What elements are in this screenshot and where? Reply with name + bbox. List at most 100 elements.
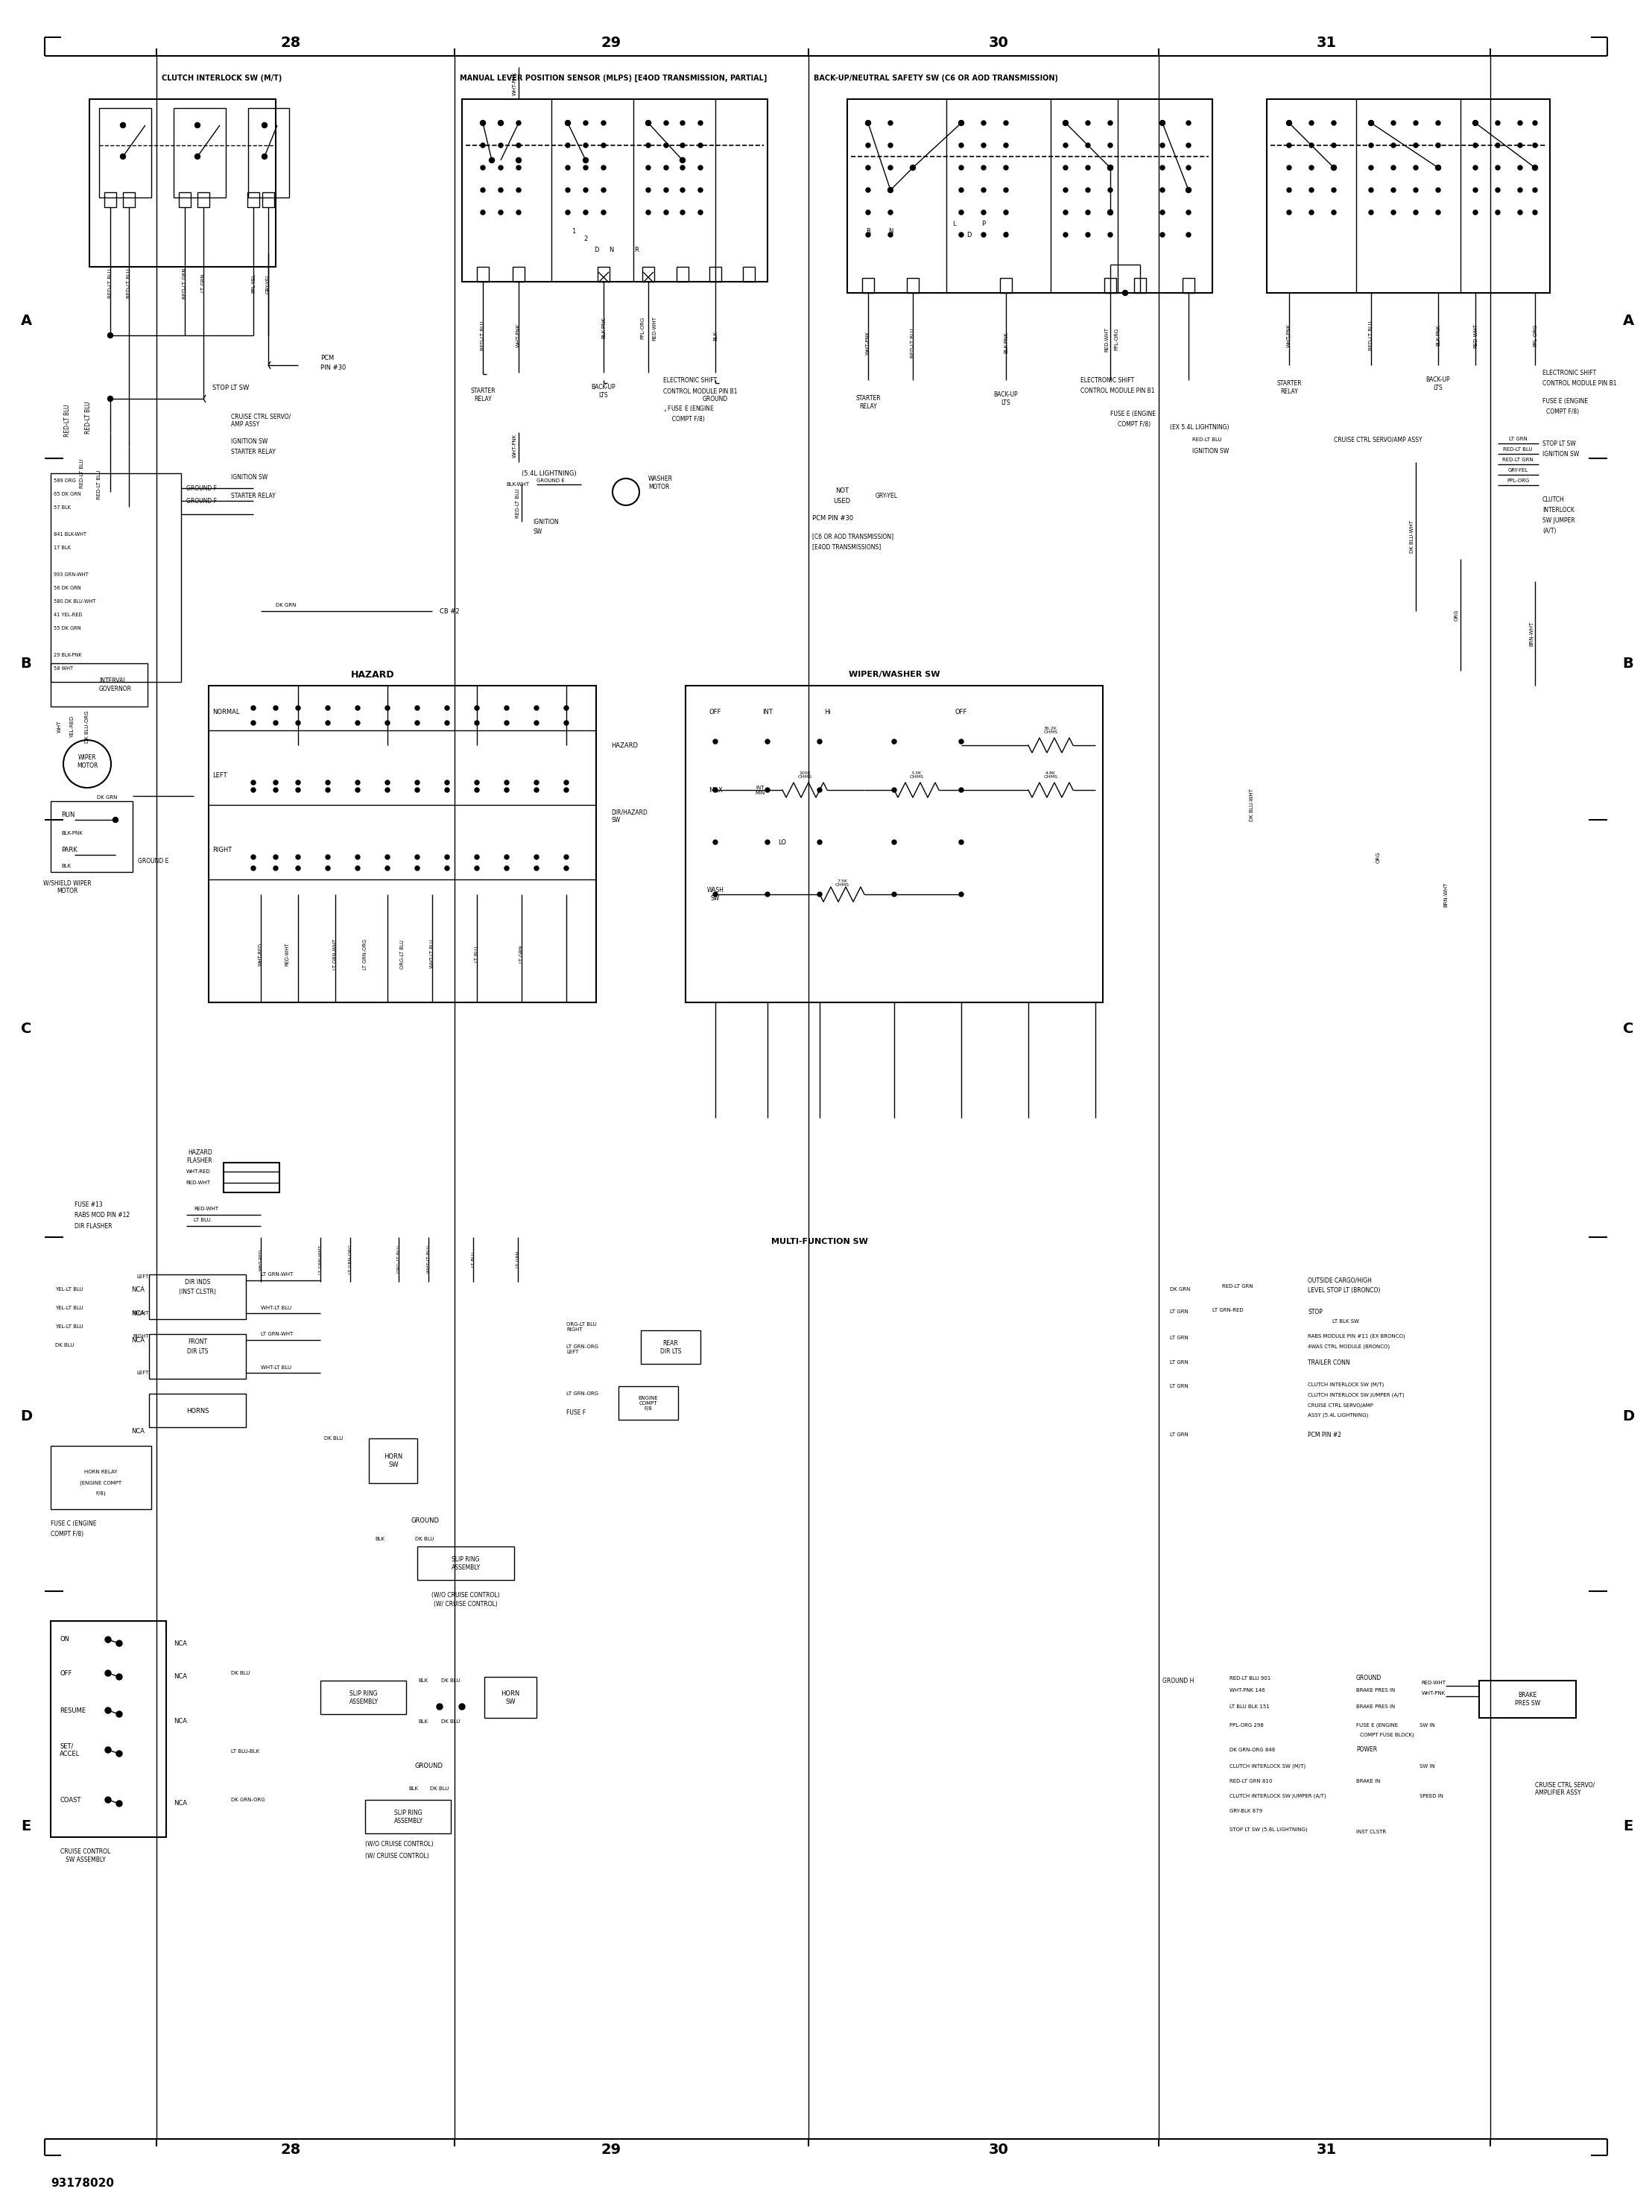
- Bar: [862, 279, 874, 292]
- Circle shape: [515, 157, 522, 164]
- Text: ELECTRONIC SHIFT: ELECTRONIC SHIFT: [662, 376, 717, 383]
- Text: LT GRN-WHT: LT GRN-WHT: [261, 1332, 292, 1336]
- Circle shape: [415, 706, 420, 710]
- Circle shape: [681, 157, 686, 164]
- Circle shape: [1533, 166, 1538, 170]
- Text: PPL-ORG: PPL-ORG: [639, 316, 644, 338]
- Text: STOP LT SW (5.8L LIGHTNING): STOP LT SW (5.8L LIGHTNING): [1229, 1827, 1307, 1832]
- Text: NCA: NCA: [131, 1285, 145, 1292]
- Text: WHT: WHT: [58, 721, 61, 732]
- Circle shape: [1495, 122, 1500, 126]
- Text: CONTROL MODULE PIN B1: CONTROL MODULE PIN B1: [1543, 380, 1617, 387]
- Text: BACK-UP
LTS: BACK-UP LTS: [1426, 376, 1450, 392]
- Circle shape: [1436, 122, 1441, 126]
- Circle shape: [1085, 122, 1090, 126]
- Text: RIGHT: RIGHT: [132, 1334, 149, 1338]
- Circle shape: [499, 188, 502, 192]
- Text: 30: 30: [988, 35, 1008, 49]
- Text: BACK-UP/NEUTRAL SAFETY SW (C6 OR AOD TRANSMISSION): BACK-UP/NEUTRAL SAFETY SW (C6 OR AOD TRA…: [814, 75, 1059, 82]
- Circle shape: [325, 781, 330, 785]
- Text: WIPER
MOTOR: WIPER MOTOR: [76, 754, 97, 770]
- Circle shape: [960, 144, 963, 148]
- Text: 29: 29: [601, 2141, 621, 2157]
- Circle shape: [699, 188, 702, 192]
- Circle shape: [1495, 188, 1500, 192]
- Circle shape: [474, 854, 479, 858]
- Text: BLK: BLK: [61, 863, 71, 869]
- Circle shape: [1533, 122, 1538, 126]
- Circle shape: [681, 188, 686, 192]
- Circle shape: [818, 841, 823, 845]
- Circle shape: [887, 188, 894, 192]
- Text: COMPT FUSE BLOCK): COMPT FUSE BLOCK): [1360, 1732, 1414, 1736]
- Text: INT: INT: [762, 708, 773, 714]
- Text: $\lrcorner$ FUSE E (ENGINE: $\lrcorner$ FUSE E (ENGINE: [662, 405, 715, 414]
- Circle shape: [889, 166, 892, 170]
- Text: LT GRN: LT GRN: [1508, 436, 1526, 440]
- Circle shape: [601, 144, 606, 148]
- Text: 28: 28: [281, 35, 301, 49]
- Text: PPL-YEL: PPL-YEL: [251, 274, 256, 292]
- Text: LT GRN: LT GRN: [1170, 1336, 1188, 1340]
- Text: CLUTCH: CLUTCH: [1543, 495, 1564, 502]
- Circle shape: [1518, 188, 1523, 192]
- Circle shape: [1370, 122, 1373, 126]
- Text: HORNS: HORNS: [187, 1407, 208, 1413]
- Circle shape: [481, 119, 486, 126]
- Circle shape: [1370, 210, 1373, 215]
- Text: D: D: [966, 232, 971, 239]
- Circle shape: [960, 210, 963, 215]
- Circle shape: [981, 144, 986, 148]
- Circle shape: [889, 122, 892, 126]
- Circle shape: [1108, 210, 1112, 215]
- Circle shape: [534, 867, 539, 872]
- Bar: [418, 1546, 514, 1579]
- Bar: [149, 1274, 246, 1318]
- Text: LT BLU-BLK: LT BLU-BLK: [231, 1750, 259, 1754]
- Text: 28: 28: [281, 2141, 301, 2157]
- Text: PPL-ORG: PPL-ORG: [1507, 478, 1530, 482]
- Circle shape: [116, 1674, 122, 1679]
- Text: RUN: RUN: [61, 812, 74, 818]
- Circle shape: [565, 119, 570, 126]
- Circle shape: [1474, 122, 1477, 126]
- Text: BLK-WHT: BLK-WHT: [506, 482, 529, 487]
- Circle shape: [195, 155, 200, 159]
- Circle shape: [960, 739, 963, 743]
- Text: B: B: [1622, 657, 1634, 670]
- Circle shape: [664, 210, 669, 215]
- Circle shape: [517, 166, 520, 170]
- Circle shape: [385, 706, 390, 710]
- Text: MAX: MAX: [709, 787, 722, 794]
- Text: C: C: [21, 1022, 31, 1035]
- Circle shape: [1474, 166, 1477, 170]
- Text: DK GRN: DK GRN: [97, 796, 117, 801]
- Circle shape: [385, 867, 390, 872]
- Circle shape: [646, 188, 651, 192]
- Circle shape: [517, 144, 520, 148]
- Text: RED-WHT: RED-WHT: [193, 1206, 218, 1212]
- Text: GROUND F: GROUND F: [187, 484, 216, 491]
- Circle shape: [765, 841, 770, 845]
- Circle shape: [474, 706, 479, 710]
- Text: PIN #30: PIN #30: [320, 365, 345, 372]
- Circle shape: [481, 188, 486, 192]
- Circle shape: [1391, 210, 1396, 215]
- Circle shape: [489, 157, 494, 164]
- Text: COMPT F/8): COMPT F/8): [1118, 420, 1150, 427]
- Circle shape: [1123, 290, 1128, 296]
- Text: SW IN: SW IN: [1419, 1765, 1436, 1770]
- Text: DK BLU-ORG: DK BLU-ORG: [84, 710, 89, 743]
- Circle shape: [1391, 166, 1396, 170]
- Bar: [248, 108, 289, 197]
- Text: HORN
SW: HORN SW: [501, 1690, 520, 1705]
- Text: GRY-YEL: GRY-YEL: [876, 493, 899, 500]
- Text: BRN-WHT: BRN-WHT: [1444, 883, 1447, 907]
- Text: WHT-PNK: WHT-PNK: [1422, 1690, 1446, 1697]
- Circle shape: [818, 739, 823, 743]
- Circle shape: [646, 210, 651, 215]
- Text: 1: 1: [572, 228, 577, 234]
- Circle shape: [583, 210, 588, 215]
- Circle shape: [892, 841, 897, 845]
- Text: ORG: ORG: [1376, 852, 1381, 863]
